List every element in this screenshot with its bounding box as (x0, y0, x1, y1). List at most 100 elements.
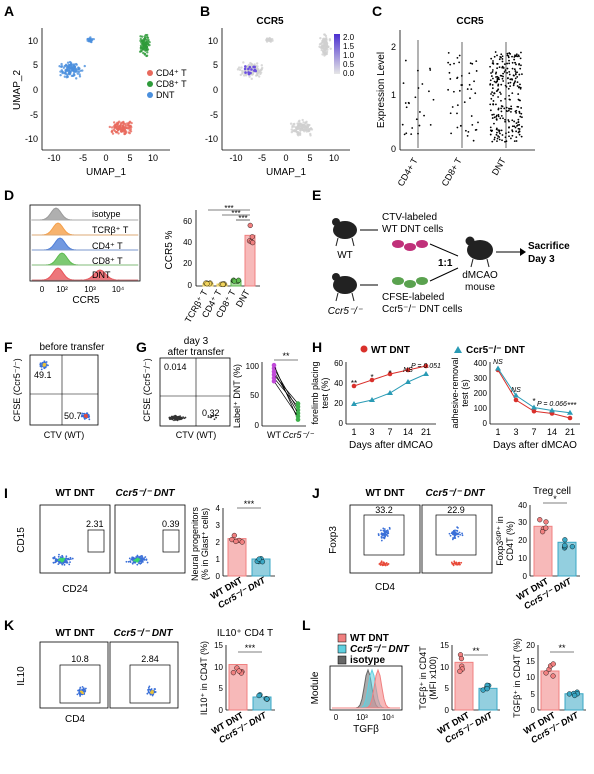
strip-point (496, 75, 499, 78)
bar-point (256, 556, 262, 562)
strip-point (493, 122, 495, 125)
bar-point (569, 544, 575, 550)
flow-event (169, 418, 171, 421)
umap-point (325, 47, 329, 50)
umap-point (306, 126, 309, 129)
d-hist-xtick: 10³ (84, 285, 96, 294)
strip-point (498, 58, 501, 61)
umap-point-cd8 (140, 35, 144, 38)
strip-point (511, 92, 514, 95)
umap-point-cd4 (128, 125, 132, 128)
panel-b-umap: CCR5 -10 -5 0 5 10 10 5 0 -5 -10 UMAP_1 … (205, 16, 355, 178)
e-sacrifice: Day 3 (528, 254, 555, 265)
flow-event (69, 556, 72, 559)
strip-point (501, 139, 503, 142)
series-point-ko (423, 371, 429, 376)
strip-point (423, 114, 425, 117)
flow-event (147, 689, 150, 691)
umap-point-dnt (74, 69, 77, 73)
umap-point-cd8 (139, 44, 143, 47)
bar-point (204, 281, 210, 287)
flow-event (154, 688, 157, 690)
umap-a-ytick: 0 (33, 85, 38, 95)
strip-point (506, 52, 509, 55)
umap-point (237, 66, 241, 69)
flow-event (128, 557, 131, 560)
strip-point (504, 118, 506, 121)
umap-point-dnt (64, 69, 67, 72)
strip-point (507, 109, 510, 112)
h-left-xlabel: Days after dMCAO (349, 440, 433, 451)
umap-point-dnt (63, 71, 67, 75)
flow-event (142, 558, 144, 561)
strip-point (490, 72, 492, 74)
flow-event (386, 532, 389, 535)
series-point-ko (387, 390, 393, 395)
bar-point (235, 277, 242, 283)
umap-point-cd4 (126, 123, 130, 126)
l-hist-xtick: 0 (334, 713, 339, 722)
i-bar-ytick: 2 (216, 538, 221, 547)
umap-point-dnt (62, 66, 66, 69)
umap-point-ccr5 (253, 68, 257, 72)
k-group: Ccr5⁻/⁻ DNT (114, 628, 174, 639)
flow-event (453, 560, 456, 563)
flow-event (387, 563, 390, 565)
panel-letter-e: E (312, 187, 321, 203)
umap-point (322, 50, 325, 53)
l-bar2-ytick: 15 (526, 657, 535, 666)
umap-point (241, 72, 244, 75)
j-bar-ytick: 30 (518, 518, 527, 527)
umap-point-cd8 (139, 37, 142, 41)
d-bar-ytick: 0 (188, 281, 193, 290)
strip-point (405, 132, 408, 135)
umap-a-ytick: 5 (33, 60, 38, 70)
strip-point (407, 101, 410, 104)
flow-event (41, 362, 43, 364)
strip-point (428, 90, 430, 93)
panel-letter-l: L (302, 617, 311, 633)
e-cfse: Ccr5⁻/⁻ DNT cells (382, 304, 462, 315)
strip-point (514, 126, 517, 129)
l-sig2: ** (558, 643, 566, 653)
bar-point (231, 278, 237, 284)
umap-point (266, 37, 269, 40)
strip-point (515, 53, 518, 56)
umap-point-cd4 (130, 121, 133, 125)
umap-point-dnt (64, 64, 68, 67)
c-xtick: DNT (490, 156, 508, 177)
strip-point (490, 57, 493, 60)
series-point-ko (369, 397, 375, 402)
strip-point (452, 90, 455, 93)
umap-point (251, 71, 254, 74)
i-bar-ylabel: Neural progenitors (190, 506, 200, 581)
h-left-sig: ** (351, 379, 357, 388)
flow-event (449, 534, 452, 537)
umap-point-dnt (78, 73, 81, 76)
flow-event (130, 558, 133, 561)
flow-event (62, 561, 65, 564)
flow-event (143, 558, 146, 561)
flow-event (59, 558, 61, 561)
strip-point (517, 93, 520, 95)
strip-point (502, 80, 505, 82)
strip-point (497, 88, 500, 91)
flow-event (136, 554, 139, 557)
strip-point (500, 129, 503, 132)
flow-event (52, 561, 55, 564)
strip-point (518, 73, 521, 76)
flow-event (54, 558, 57, 561)
strip-point (403, 133, 406, 136)
flow-event (180, 418, 183, 421)
umap-point (324, 34, 328, 38)
strip-point (506, 71, 509, 74)
strip-point (495, 133, 498, 136)
strip-point (489, 133, 492, 136)
panel-h: WT DNT Ccr5⁻/⁻ DNT 60 40 20 0 forelimb p… (310, 345, 580, 451)
strip-point (498, 129, 501, 132)
strip-point (495, 115, 498, 118)
umap-b-ytick: -10 (205, 134, 218, 144)
umap-point-dnt (89, 40, 93, 44)
umap-point-cd4 (127, 131, 130, 134)
